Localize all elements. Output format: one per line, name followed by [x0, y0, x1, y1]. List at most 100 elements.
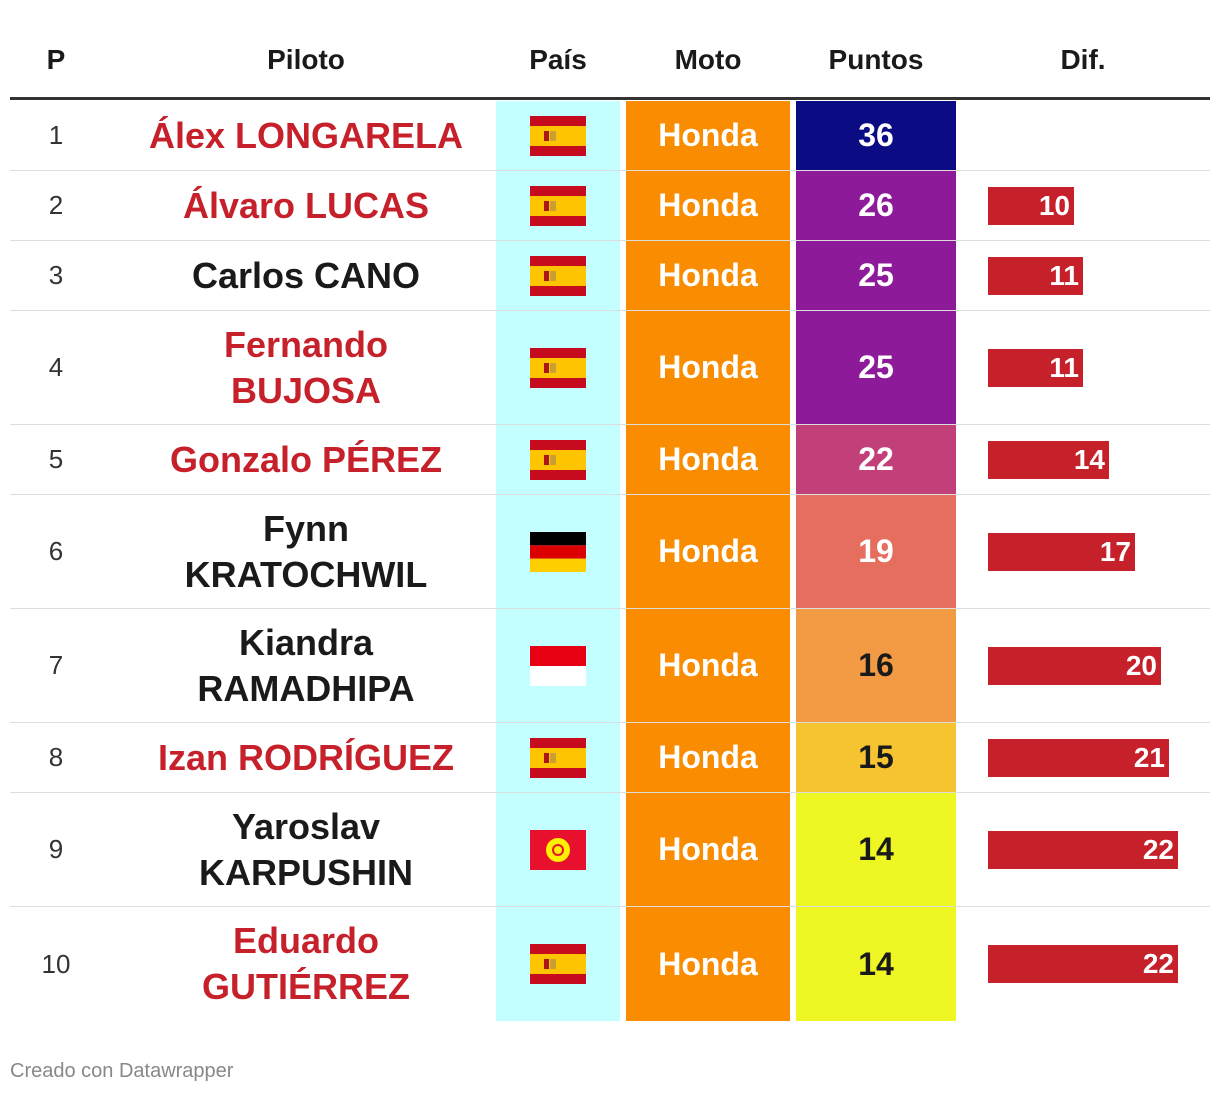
- table-row: 10 Eduardo GUTIÉRREZ Honda 14 22: [10, 907, 1210, 1021]
- country-cell: [496, 311, 620, 424]
- dif-bar: 11: [988, 256, 1083, 295]
- points-cell: 19: [796, 495, 956, 608]
- table-row: 4 Fernando BUJOSA Honda 25 11: [10, 311, 1210, 425]
- pilot-name-cell: Gonzalo PÉREZ: [106, 425, 506, 494]
- points-cell: 25: [796, 311, 956, 424]
- country-cell: [496, 425, 620, 494]
- spain-flag-icon: [530, 944, 586, 984]
- moto-cell: Honda: [626, 311, 790, 424]
- points-cell: 14: [796, 907, 956, 1021]
- dif-bar: 22: [988, 830, 1178, 869]
- pilot-name-line: Yaroslav: [231, 805, 381, 847]
- dif-bar: 14: [988, 440, 1109, 479]
- pilot-name-line: Carlos CANO: [191, 254, 421, 296]
- pilot-name-line: KRATOCHWIL: [184, 553, 428, 595]
- pilot-name-cell: Carlos CANO: [106, 241, 506, 310]
- pilot-name-cell: Izan RODRÍGUEZ: [106, 723, 506, 792]
- header-position[interactable]: P: [46, 44, 66, 75]
- moto-cell: Honda: [626, 101, 790, 170]
- pilot-name-line: KARPUSHIN: [198, 851, 413, 893]
- footer-credit: Creado con Datawrapper: [10, 1060, 234, 1082]
- header-moto[interactable]: Moto: [674, 44, 742, 75]
- pilot-name-line: Kiandra: [238, 621, 374, 663]
- country-cell: [496, 793, 620, 906]
- position-cell: 1: [48, 120, 64, 150]
- moto-cell: Honda: [626, 793, 790, 906]
- position-cell: 10: [41, 948, 71, 979]
- dif-cell: 22: [988, 907, 1210, 1021]
- position-cell: 6: [48, 536, 64, 566]
- pilot-name-line: Fernando: [223, 323, 388, 365]
- position-cell: 8: [48, 742, 64, 772]
- dif-bar: 22: [988, 945, 1178, 983]
- pilot-name-line: Izan RODRÍGUEZ: [157, 736, 454, 778]
- moto-cell: Honda: [626, 907, 790, 1021]
- moto-cell: Honda: [626, 171, 790, 240]
- pilot-name-cell: Eduardo GUTIÉRREZ: [106, 907, 506, 1021]
- header-pilot[interactable]: Piloto: [267, 44, 345, 75]
- header-points[interactable]: Puntos: [828, 44, 924, 75]
- pilot-name-line: Fynn: [263, 507, 349, 549]
- germany-flag-icon: [530, 531, 586, 572]
- points-cell: 26: [796, 171, 956, 240]
- country-cell: [496, 101, 620, 170]
- pilot-name-line: Eduardo: [232, 920, 379, 961]
- dif-cell: [988, 101, 1210, 170]
- country-cell: [496, 723, 620, 792]
- pilot-name-cell: Álvaro LUCAS: [106, 171, 506, 240]
- pilot-name-cell: Kiandra RAMADHIPA: [106, 609, 506, 722]
- table-row: 2 Álvaro LUCAS Honda 26 10: [10, 171, 1210, 241]
- points-cell: 22: [796, 425, 956, 494]
- dif-bar: 11: [988, 348, 1083, 387]
- pilot-name-cell: Álex LONGARELA: [106, 101, 506, 170]
- pilot-name-line: GUTIÉRREZ: [201, 966, 410, 1007]
- country-cell: [496, 171, 620, 240]
- dif-bar: 21: [988, 738, 1169, 777]
- kyrgyzstan-flag-icon: [530, 829, 586, 870]
- position-cell: 4: [48, 352, 64, 382]
- position-cell: 2: [48, 190, 64, 220]
- dif-cell: 11: [988, 241, 1210, 310]
- points-cell: 36: [796, 101, 956, 170]
- spain-flag-icon: [530, 439, 586, 480]
- moto-cell: Honda: [626, 723, 790, 792]
- moto-cell: Honda: [626, 425, 790, 494]
- position-cell: 5: [48, 444, 64, 474]
- table-row: 1 Álex LONGARELA Honda 36: [10, 101, 1210, 171]
- pilot-name-line: BUJOSA: [230, 369, 382, 411]
- table-row: 7 Kiandra RAMADHIPA Honda 16 20: [10, 609, 1210, 723]
- points-cell: 25: [796, 241, 956, 310]
- country-cell: [496, 609, 620, 722]
- table-row: 8 Izan RODRÍGUEZ Honda 15 21: [10, 723, 1210, 793]
- pilot-name-cell: Fynn KRATOCHWIL: [106, 495, 506, 608]
- dif-cell: 21: [988, 723, 1210, 792]
- dif-cell: 10: [988, 171, 1210, 240]
- dif-bar: 20: [988, 646, 1161, 685]
- dif-bar: 10: [988, 186, 1074, 225]
- moto-cell: Honda: [626, 609, 790, 722]
- moto-cell: Honda: [626, 241, 790, 310]
- header-dif[interactable]: Dif.: [1060, 44, 1106, 75]
- spain-flag-icon: [530, 115, 586, 156]
- spain-flag-icon: [530, 255, 586, 296]
- table-header: P Piloto País Moto Puntos Dif.: [10, 0, 1210, 100]
- dif-bar: 17: [988, 532, 1135, 571]
- dif-cell: 17: [988, 495, 1210, 608]
- table-row: 5 Gonzalo PÉREZ Honda 22 14: [10, 425, 1210, 495]
- pilot-name-line: Álvaro LUCAS: [182, 184, 430, 226]
- header-country[interactable]: País: [529, 44, 587, 75]
- country-cell: [496, 495, 620, 608]
- position-cell: 3: [48, 260, 64, 290]
- pilot-name-line: Álex LONGARELA: [148, 114, 464, 156]
- position-cell: 7: [48, 650, 64, 680]
- dif-cell: 22: [988, 793, 1210, 906]
- points-cell: 16: [796, 609, 956, 722]
- pilot-name-cell: Fernando BUJOSA: [106, 311, 506, 424]
- country-cell: [496, 907, 620, 1021]
- country-cell: [496, 241, 620, 310]
- position-cell: 9: [48, 834, 64, 864]
- moto-cell: Honda: [626, 495, 790, 608]
- indonesia-flag-icon: [530, 645, 586, 686]
- table-row: 6 Fynn KRATOCHWIL Honda 19 17: [10, 495, 1210, 609]
- points-cell: 15: [796, 723, 956, 792]
